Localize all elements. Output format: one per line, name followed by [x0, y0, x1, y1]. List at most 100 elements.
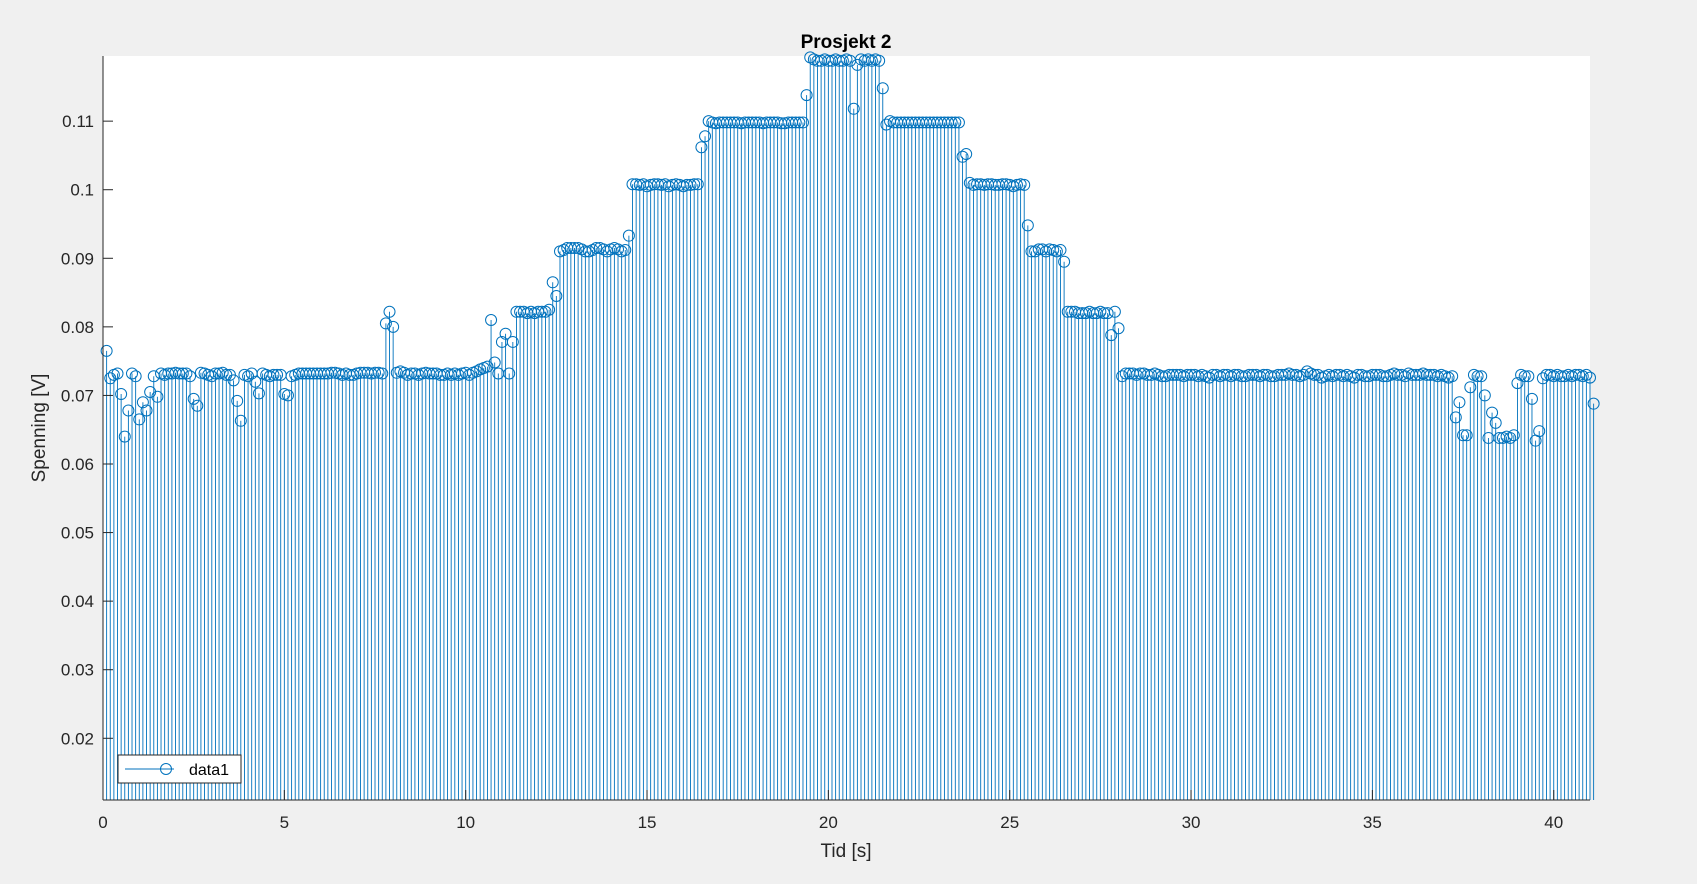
- stem-marker: [271, 368, 284, 381]
- stem-marker: [249, 375, 262, 388]
- stem-marker: [1504, 431, 1517, 444]
- stem-marker: [789, 116, 802, 129]
- stem-marker: [1587, 397, 1600, 410]
- stem-marker: [111, 367, 124, 380]
- stem-marker: [1489, 416, 1502, 429]
- stem-marker: [126, 367, 139, 380]
- y-tick-label: 0.09: [61, 249, 94, 268]
- stem-marker: [372, 366, 385, 379]
- stem-marker: [140, 404, 153, 417]
- axes-box: [102, 56, 1590, 801]
- x-ticks: 0 5 10 15 20 25 30 35 40: [98, 790, 1563, 832]
- stem-marker: [118, 430, 131, 443]
- stem-marker: [176, 367, 189, 380]
- stem-marker: [187, 392, 200, 405]
- stem-marker: [1446, 370, 1459, 383]
- stem-marker: [136, 396, 149, 409]
- stem-marker: [231, 394, 244, 407]
- stem-marker: [499, 327, 512, 340]
- stem-marker: [133, 413, 146, 426]
- stem-marker: [876, 82, 889, 95]
- y-tick-label: 0.07: [61, 386, 94, 405]
- x-tick-label: 35: [1363, 813, 1382, 832]
- stem-marker: [535, 305, 548, 318]
- stem-marker: [945, 116, 958, 129]
- stem-marker: [191, 399, 204, 412]
- y-tick-label: 0.1: [70, 181, 94, 200]
- stem-marker: [684, 178, 697, 191]
- stem-marker: [194, 366, 207, 379]
- stem-marker: [1014, 178, 1027, 191]
- x-tick-label: 30: [1182, 813, 1201, 832]
- stem-marker: [481, 360, 494, 373]
- stem-marker: [1511, 377, 1524, 390]
- stem-marker: [796, 116, 809, 129]
- stem-marker: [234, 414, 247, 427]
- stem-marker: [205, 370, 218, 383]
- stem-marker: [227, 374, 240, 387]
- y-tick-label: 0.03: [61, 661, 94, 680]
- x-tick-label: 10: [456, 813, 475, 832]
- x-tick-label: 5: [280, 813, 289, 832]
- stem-marker: [1518, 370, 1531, 383]
- chart-title: Prosjekt 2: [801, 32, 892, 53]
- stem-marker: [622, 229, 635, 242]
- y-tick-label: 0.08: [61, 318, 94, 337]
- stem-marker: [699, 130, 712, 143]
- stem-marker: [579, 245, 592, 258]
- stem-marker: [1460, 429, 1473, 442]
- stem-marker: [568, 242, 581, 254]
- stem-marker: [1525, 392, 1538, 405]
- y-ticks: 0.02 0.03 0.04 0.05 0.06 0.07 0.08 0.09 0.1 0.11: [61, 112, 113, 748]
- stem-marker: [488, 356, 501, 369]
- stem-marker: [1449, 411, 1462, 424]
- stem-marker: [691, 178, 704, 191]
- x-tick-label: 40: [1544, 813, 1563, 832]
- stem-marker: [960, 148, 973, 161]
- stem-marker: [1021, 219, 1034, 232]
- stem-marker: [506, 335, 519, 348]
- stem-marker: [1522, 370, 1535, 383]
- stem-marker: [1054, 244, 1067, 257]
- stem-marker: [1478, 389, 1491, 402]
- stem-marker: [800, 89, 813, 102]
- stem-marker: [952, 116, 965, 129]
- stem-marker: [590, 242, 603, 254]
- stem-marker: [1453, 396, 1466, 409]
- stem-marker: [1112, 322, 1125, 335]
- stem-marker: [122, 404, 135, 417]
- stem-marker: [1580, 368, 1593, 381]
- y-tick-label: 0.06: [61, 455, 94, 474]
- stem-marker: [267, 368, 280, 381]
- stem-marker: [503, 367, 516, 380]
- stem-marker: [184, 370, 197, 383]
- stem-marker: [1108, 305, 1121, 318]
- stem-marker: [949, 116, 962, 129]
- stem-marker: [376, 367, 389, 380]
- stem-marker: [1105, 329, 1118, 342]
- stem-marker: [695, 141, 708, 154]
- stem-marker: [387, 320, 400, 333]
- stem-marker: [1116, 370, 1129, 383]
- stem-marker: [151, 390, 164, 403]
- stem-marker: [1457, 429, 1470, 442]
- stem-marker: [546, 276, 559, 289]
- x-tick-label: 20: [819, 813, 838, 832]
- stem-marker: [543, 303, 556, 316]
- stem-marker: [1018, 178, 1031, 191]
- stem-marker: [873, 54, 886, 67]
- stem-marker: [1533, 425, 1546, 438]
- stem-marker: [379, 317, 392, 330]
- stem-marker: [1010, 178, 1023, 191]
- stem-marker: [115, 388, 128, 401]
- stem-marker: [1471, 370, 1484, 383]
- stem-marker: [252, 387, 265, 400]
- stem-markers: [100, 51, 1600, 447]
- stem-marker: [847, 102, 860, 115]
- legend[interactable]: data1: [117, 754, 242, 784]
- stem-marker: [1475, 370, 1488, 383]
- stem-marker: [369, 366, 382, 379]
- stem-marker: [1464, 381, 1477, 394]
- stem-marker: [1507, 429, 1520, 442]
- stem-marker: [793, 116, 806, 129]
